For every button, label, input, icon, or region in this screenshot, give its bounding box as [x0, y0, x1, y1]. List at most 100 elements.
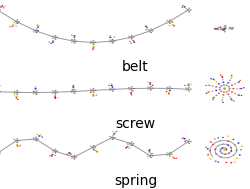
Circle shape — [147, 29, 148, 30]
Circle shape — [16, 92, 18, 93]
Circle shape — [71, 156, 72, 157]
Circle shape — [54, 97, 56, 98]
Circle shape — [224, 154, 225, 155]
Circle shape — [221, 79, 223, 80]
Circle shape — [207, 85, 208, 86]
Circle shape — [233, 162, 234, 163]
Circle shape — [116, 131, 117, 132]
Circle shape — [242, 87, 244, 88]
Circle shape — [235, 150, 236, 151]
Circle shape — [168, 90, 170, 91]
Circle shape — [34, 92, 36, 93]
Circle shape — [213, 28, 214, 29]
Circle shape — [12, 26, 13, 27]
Circle shape — [71, 92, 72, 93]
Circle shape — [215, 81, 216, 82]
Circle shape — [189, 141, 191, 142]
Circle shape — [240, 146, 242, 147]
Circle shape — [146, 27, 147, 28]
Circle shape — [222, 29, 224, 30]
Circle shape — [92, 91, 94, 93]
Circle shape — [149, 84, 150, 85]
Circle shape — [224, 25, 225, 27]
Circle shape — [212, 79, 213, 80]
Circle shape — [222, 84, 224, 86]
Circle shape — [224, 148, 226, 149]
Circle shape — [213, 80, 214, 81]
Circle shape — [90, 92, 91, 93]
Circle shape — [33, 139, 34, 141]
Circle shape — [126, 143, 128, 144]
Circle shape — [38, 135, 40, 137]
Circle shape — [94, 42, 96, 43]
Circle shape — [94, 147, 96, 148]
Circle shape — [213, 139, 215, 140]
Circle shape — [149, 149, 150, 150]
Circle shape — [14, 141, 15, 142]
Circle shape — [113, 133, 114, 135]
Circle shape — [112, 39, 113, 40]
Circle shape — [34, 88, 36, 89]
Circle shape — [90, 146, 91, 147]
Circle shape — [52, 36, 53, 37]
Circle shape — [230, 147, 231, 148]
Circle shape — [227, 141, 228, 142]
Circle shape — [236, 82, 238, 83]
Circle shape — [168, 155, 170, 156]
Circle shape — [16, 23, 18, 24]
Circle shape — [14, 139, 15, 140]
Circle shape — [130, 143, 132, 144]
Circle shape — [224, 26, 225, 28]
Circle shape — [226, 82, 228, 83]
Circle shape — [71, 40, 72, 41]
Circle shape — [151, 153, 152, 154]
Circle shape — [130, 95, 132, 96]
Circle shape — [230, 162, 231, 163]
Circle shape — [218, 87, 220, 88]
Circle shape — [223, 27, 224, 28]
Circle shape — [229, 27, 230, 29]
Circle shape — [219, 149, 220, 150]
Circle shape — [219, 74, 220, 75]
Circle shape — [70, 153, 71, 155]
Circle shape — [128, 38, 129, 39]
Circle shape — [221, 147, 222, 149]
Circle shape — [90, 43, 91, 44]
Circle shape — [221, 29, 223, 30]
Circle shape — [224, 28, 226, 29]
Circle shape — [18, 21, 20, 22]
Circle shape — [9, 26, 11, 27]
Circle shape — [50, 43, 51, 44]
Circle shape — [188, 143, 189, 144]
Circle shape — [130, 36, 132, 38]
Circle shape — [54, 152, 56, 153]
Circle shape — [72, 85, 74, 87]
Circle shape — [206, 154, 208, 155]
Circle shape — [168, 86, 170, 87]
Circle shape — [214, 86, 216, 87]
Circle shape — [92, 90, 94, 91]
Circle shape — [168, 88, 170, 89]
Circle shape — [232, 100, 234, 101]
Circle shape — [74, 35, 75, 36]
Circle shape — [205, 93, 206, 94]
Circle shape — [225, 85, 227, 86]
Circle shape — [211, 86, 212, 87]
Circle shape — [219, 156, 221, 158]
Circle shape — [172, 25, 174, 26]
Circle shape — [168, 93, 169, 94]
Circle shape — [52, 42, 53, 43]
Circle shape — [112, 91, 113, 92]
Circle shape — [230, 85, 232, 86]
Circle shape — [109, 35, 110, 36]
Circle shape — [218, 27, 220, 28]
Circle shape — [219, 29, 220, 30]
Circle shape — [71, 42, 72, 43]
Circle shape — [150, 86, 151, 87]
Circle shape — [92, 47, 94, 48]
Circle shape — [240, 88, 242, 89]
Circle shape — [2, 5, 3, 6]
Circle shape — [49, 155, 50, 156]
Circle shape — [109, 40, 110, 41]
Circle shape — [92, 147, 94, 148]
